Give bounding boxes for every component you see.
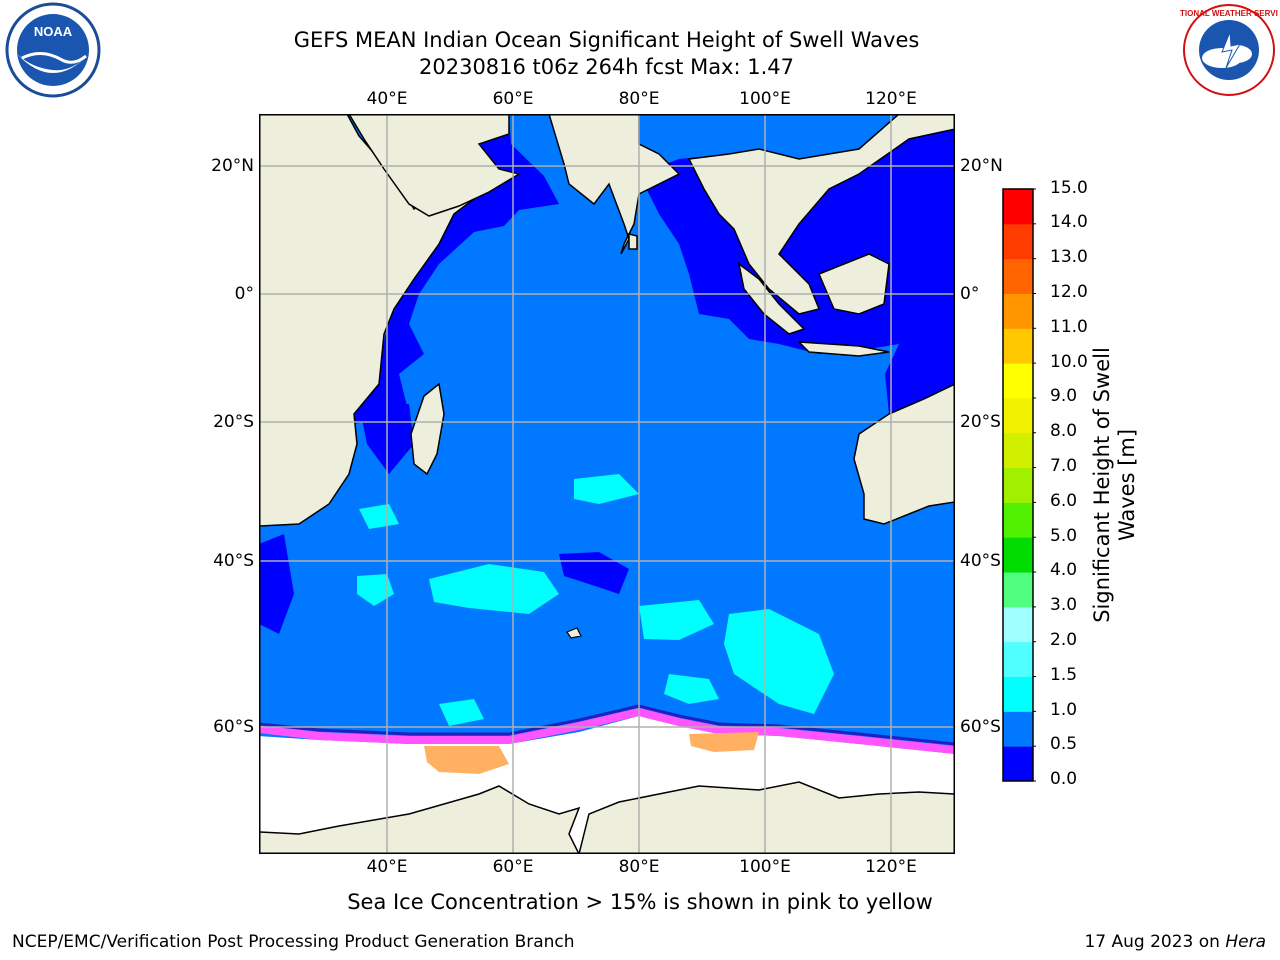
- lat-label-left-20n: 20°N: [211, 156, 254, 176]
- colorbar-tick-8: 6.0: [1050, 491, 1078, 511]
- colorbar-tick-11: 9.0: [1050, 386, 1078, 406]
- footer-date: 17 Aug 2023 on Hera: [1084, 932, 1266, 952]
- sea-ice-note: Sea Ice Concentration > 15% is shown in …: [347, 890, 933, 914]
- colorbar-segment: [1003, 293, 1033, 329]
- lon-label-top-60e: 60°E: [492, 89, 534, 109]
- colorbar-tick-6: 4.0: [1050, 560, 1078, 580]
- madagascar-land: [410, 382, 445, 476]
- footer-date-text: 17 Aug 2023 on: [1084, 932, 1226, 952]
- colorbar-tick-9: 7.0: [1050, 456, 1078, 476]
- borneo-sumatra-land: [737, 262, 806, 335]
- swell-patch-5: [664, 674, 719, 704]
- colorbar-tick-16: 14.0: [1050, 212, 1088, 232]
- colorbar-segment: [1003, 711, 1033, 747]
- lat-label-left-0: 0°: [234, 284, 254, 304]
- lat-label-right-20n: 20°N: [960, 156, 1003, 176]
- lon-label-bottom-40e: 40°E: [366, 857, 408, 877]
- swell-patch-2: [357, 574, 394, 606]
- colorbar-tick-14: 12.0: [1050, 282, 1088, 302]
- lat-label-left-60s: 60°S: [213, 717, 254, 737]
- map-subtitle: 20230816 t06z 264h fcst Max: 1.47: [419, 55, 794, 79]
- colorbar-segment: [1003, 606, 1033, 643]
- colorbar-segment: [1003, 676, 1033, 712]
- nws-logo-text: NATIONAL WEATHER SERVICE: [1180, 9, 1278, 18]
- colorbar-segment: [1003, 641, 1033, 678]
- colorbar-segment: [1003, 258, 1033, 294]
- north-indian-ocean-low-swell: [354, 115, 559, 424]
- southeast-asia-land: [687, 115, 954, 315]
- colorbar-tick-4: 2.0: [1050, 630, 1078, 650]
- lon-label-bottom-80e: 80°E: [618, 857, 660, 877]
- colorbar-segment: [1003, 363, 1033, 399]
- colorbar-segment: [1003, 223, 1033, 260]
- nws-logo: NATIONAL WEATHER SERVICE: [1180, 4, 1278, 96]
- colorbar-segment: [1003, 746, 1033, 782]
- lat-label-right-0: 0°: [960, 284, 980, 304]
- sri-lanka-land: [628, 233, 638, 250]
- borneo-land: [818, 253, 890, 315]
- lon-label-bottom-120e: 120°E: [865, 857, 917, 877]
- colorbar-segment: [1003, 572, 1033, 608]
- colorbar-tick-2: 1.0: [1050, 700, 1078, 720]
- kerguelen-land: [566, 627, 582, 639]
- colorbar-tick-12: 10.0: [1050, 352, 1088, 372]
- lon-label-bottom-100e: 100°E: [739, 857, 791, 877]
- colorbar-segment: [1003, 397, 1033, 434]
- graticule: [260, 115, 954, 853]
- colorbar-segment: [1003, 467, 1033, 503]
- footer-producer: NCEP/EMC/Verification Post Processing Pr…: [12, 932, 575, 952]
- swell-patch-4: [724, 609, 834, 714]
- java-land: [797, 341, 890, 357]
- india-land: [548, 115, 681, 255]
- lon-label-top-100e: 100°E: [739, 89, 791, 109]
- lat-label-right-40s: 40°S: [960, 551, 1001, 571]
- australia-land: [853, 383, 954, 525]
- noaa-logo: NOAA: [5, 2, 101, 98]
- colorbar-tick-1: 0.5: [1050, 734, 1078, 754]
- colorbar-tick-10: 8.0: [1050, 421, 1078, 441]
- colorbar-tick-7: 5.0: [1050, 526, 1078, 546]
- southwest-low-swell: [260, 534, 294, 634]
- colorbar-segment: [1003, 189, 1033, 225]
- colorbar-segment: [1003, 328, 1033, 364]
- colorbar-segment: [1003, 502, 1033, 538]
- lon-label-top-80e: 80°E: [618, 89, 660, 109]
- swell-patch-8: [574, 474, 639, 504]
- colorbar-tick-5: 3.0: [1050, 595, 1078, 615]
- sea-ice-orange-2: [689, 732, 759, 752]
- swell-patch-3: [639, 600, 714, 640]
- colorbar-segment: [1003, 432, 1033, 469]
- sea-ice-orange-1: [424, 746, 509, 774]
- colorbar-tick-0: 0.0: [1050, 769, 1078, 789]
- lat-label-left-20s: 20°S: [213, 412, 254, 432]
- colorbar-frame: [1002, 188, 1034, 782]
- lat-label-right-60s: 60°S: [960, 717, 1001, 737]
- colorbar: [1002, 188, 1036, 782]
- swell-patch-1: [429, 564, 559, 614]
- map-title: GEFS MEAN Indian Ocean Significant Heigh…: [293, 28, 920, 52]
- lon-label-top-120e: 120°E: [865, 89, 917, 109]
- colorbar-title-line1: Significant Height of Swell: [1090, 347, 1114, 623]
- swell-patch-6: [439, 699, 484, 726]
- lat-label-left-40s: 40°S: [213, 551, 254, 571]
- footer-host: Hera: [1225, 932, 1266, 952]
- lon-label-top-40e: 40°E: [366, 89, 408, 109]
- colorbar-tick-13: 11.0: [1050, 317, 1088, 337]
- lon-label-bottom-60e: 60°E: [492, 857, 534, 877]
- colorbar-tick-15: 13.0: [1050, 247, 1088, 267]
- colorbar-segment: [1003, 537, 1033, 573]
- colorbar-tick-3: 1.5: [1050, 665, 1078, 685]
- lat-label-right-20s: 20°S: [960, 412, 1001, 432]
- swell-patch-7: [359, 504, 399, 529]
- map-panel: [259, 114, 955, 854]
- antarctica-east-land: [578, 781, 954, 853]
- south-central-low-swell: [559, 552, 629, 594]
- colorbar-title-line2: Waves [m]: [1115, 428, 1139, 542]
- antarctica-land: [260, 785, 581, 853]
- noaa-logo-text: NOAA: [34, 24, 73, 39]
- colorbar-tick-17: 15.0: [1050, 178, 1088, 198]
- map-frame: [259, 114, 955, 854]
